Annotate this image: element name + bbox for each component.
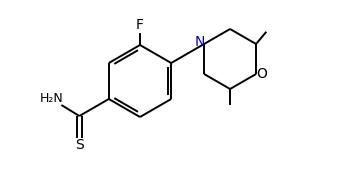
Text: O: O — [257, 67, 267, 81]
Text: N: N — [195, 35, 205, 49]
Text: H₂N: H₂N — [40, 92, 63, 105]
Text: S: S — [75, 138, 84, 152]
Text: F: F — [136, 18, 144, 32]
